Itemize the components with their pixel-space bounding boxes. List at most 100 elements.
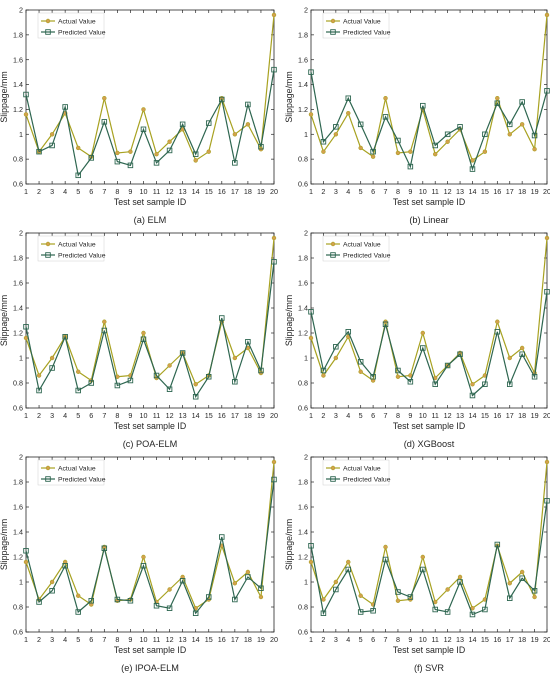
y-tick-label: 0.6 bbox=[13, 404, 23, 413]
x-tick-label: 8 bbox=[396, 187, 400, 196]
legend-marker bbox=[45, 29, 51, 35]
predicted-value-point bbox=[101, 327, 108, 334]
x-tick-label: 5 bbox=[359, 411, 363, 420]
x-tick-label: 14 bbox=[192, 635, 200, 644]
predicted-value-point bbox=[432, 606, 438, 613]
predicted-value-point bbox=[114, 596, 121, 603]
predicted-value-point bbox=[36, 387, 42, 394]
legend-label: Actual Value bbox=[343, 18, 381, 25]
x-tick-label: 13 bbox=[456, 411, 464, 420]
x-tick-label: 16 bbox=[218, 635, 226, 644]
predicted-value-point bbox=[205, 594, 212, 600]
predicted-value-point bbox=[506, 121, 513, 128]
x-tick-label: 20 bbox=[270, 411, 278, 420]
x-tick-label: 10 bbox=[139, 635, 147, 644]
actual-value-point bbox=[232, 581, 238, 586]
x-tick-label: 15 bbox=[481, 411, 489, 420]
chart-panel-5: 0.60.811.21.41.61.821 2 3 4 5 6 7 8 9 10 11 12 13 14 1… bbox=[0, 453, 278, 673]
x-tick-label: 20 bbox=[543, 187, 550, 196]
predicted-value-point bbox=[333, 124, 339, 130]
legend-label: Predicted Value bbox=[343, 252, 391, 259]
actual-value-point bbox=[49, 355, 55, 361]
actual-value-point bbox=[193, 158, 198, 163]
actual-value-point bbox=[245, 569, 251, 575]
x-tick-label: 18 bbox=[244, 635, 252, 644]
y-tick-label: 0.8 bbox=[298, 379, 308, 388]
x-tick-label: 4 bbox=[346, 411, 350, 420]
x-tick-label: 19 bbox=[257, 635, 265, 644]
predicted-value-point bbox=[179, 350, 186, 356]
y-axis-label: Slippage/mm bbox=[0, 295, 9, 346]
legend-box bbox=[37, 12, 105, 39]
x-tick-label: 6 bbox=[89, 635, 93, 644]
x-tick-label: 17 bbox=[506, 187, 514, 196]
predicted-value-point bbox=[345, 95, 352, 101]
y-tick-label: 1.4 bbox=[13, 304, 23, 313]
actual-value-point bbox=[167, 363, 172, 368]
predicted-value-point bbox=[179, 121, 186, 128]
legend-label: Actual Value bbox=[343, 241, 381, 248]
actual-value-point bbox=[232, 132, 238, 137]
x-tick-label: 5 bbox=[76, 187, 80, 196]
y-tick-label: 0.6 bbox=[13, 628, 23, 637]
x-tick-label: 1 bbox=[309, 635, 313, 644]
x-tick-label: 18 bbox=[518, 187, 526, 196]
actual-value-point bbox=[519, 569, 525, 575]
x-tick-label: 17 bbox=[506, 635, 514, 644]
x-tick-label: 17 bbox=[506, 411, 514, 420]
legend-label: Actual Value bbox=[58, 241, 96, 248]
y-axis-label: Slippage/mm bbox=[284, 519, 294, 570]
y-tick-label: 1.2 bbox=[298, 329, 308, 338]
y-tick-label: 1.4 bbox=[13, 528, 23, 537]
actual-value-point bbox=[89, 602, 94, 607]
predicted-value-point bbox=[494, 541, 501, 548]
y-tick-label: 0.8 bbox=[13, 379, 23, 388]
predicted-value-point bbox=[432, 142, 438, 149]
actual-value-point bbox=[102, 96, 107, 101]
predicted-value-point bbox=[506, 595, 513, 602]
actual-value-point bbox=[76, 369, 81, 374]
predicted-value-point bbox=[494, 100, 501, 106]
predicted-value-point bbox=[382, 114, 389, 120]
x-tick-label: 19 bbox=[531, 411, 539, 420]
x-tick-label: 9 bbox=[128, 411, 132, 420]
x-tick-label: 16 bbox=[493, 187, 501, 196]
predicted-value-point bbox=[62, 104, 68, 110]
predicted-value-point bbox=[457, 124, 463, 130]
x-tick-label: 18 bbox=[244, 187, 252, 196]
y-tick-label: 1.6 bbox=[13, 503, 23, 512]
x-tick-label: 1 bbox=[24, 411, 28, 420]
legend-marker bbox=[45, 18, 51, 24]
x-tick-label: 3 bbox=[50, 635, 54, 644]
actual-value-point bbox=[193, 382, 198, 387]
predicted-value-point bbox=[49, 142, 55, 149]
actual-value-point bbox=[482, 149, 488, 154]
actual-value-point bbox=[544, 12, 550, 18]
predicted-value-point bbox=[258, 143, 264, 150]
actual-value-point bbox=[495, 96, 500, 101]
x-tick-label: 6 bbox=[89, 187, 93, 196]
x-tick-label: 11 bbox=[153, 187, 160, 196]
x-tick-label: 17 bbox=[231, 187, 239, 196]
chart-panel-3: 0.60.811.21.41.61.821 2 3 4 5 6 7 8 9 10 11 12 13 14 1… bbox=[0, 229, 278, 449]
actual-value-point bbox=[141, 554, 146, 560]
actual-value-point bbox=[532, 594, 537, 600]
x-tick-label: 7 bbox=[384, 635, 388, 644]
chart-panel-4: 0.60.811.21.41.61.821 2 3 4 5 6 7 8 9 10 11 12 13 14 1… bbox=[284, 229, 550, 449]
x-tick-label: 9 bbox=[128, 635, 132, 644]
legend: Actual Value Predicted Value bbox=[322, 459, 391, 486]
actual-value-point bbox=[141, 107, 146, 112]
predicted-value-line bbox=[310, 500, 548, 616]
legend-label: Predicted Value bbox=[58, 252, 106, 259]
y-tick-label: 2 bbox=[19, 6, 23, 15]
predicted-value-point bbox=[482, 131, 488, 138]
actual-value-point bbox=[308, 335, 314, 341]
chart-panel-1: 0.60.811.21.41.61.821 2 3 4 5 6 7 8 9 10 11 12 13 14 1… bbox=[0, 6, 278, 225]
x-tick-label: 10 bbox=[419, 411, 427, 420]
predicted-value-point bbox=[140, 126, 147, 133]
legend: Actual Value Predicted Value bbox=[37, 12, 106, 39]
x-tick-label: 8 bbox=[115, 635, 119, 644]
predicted-value-line bbox=[25, 261, 275, 399]
predicted-value-point bbox=[153, 372, 160, 379]
